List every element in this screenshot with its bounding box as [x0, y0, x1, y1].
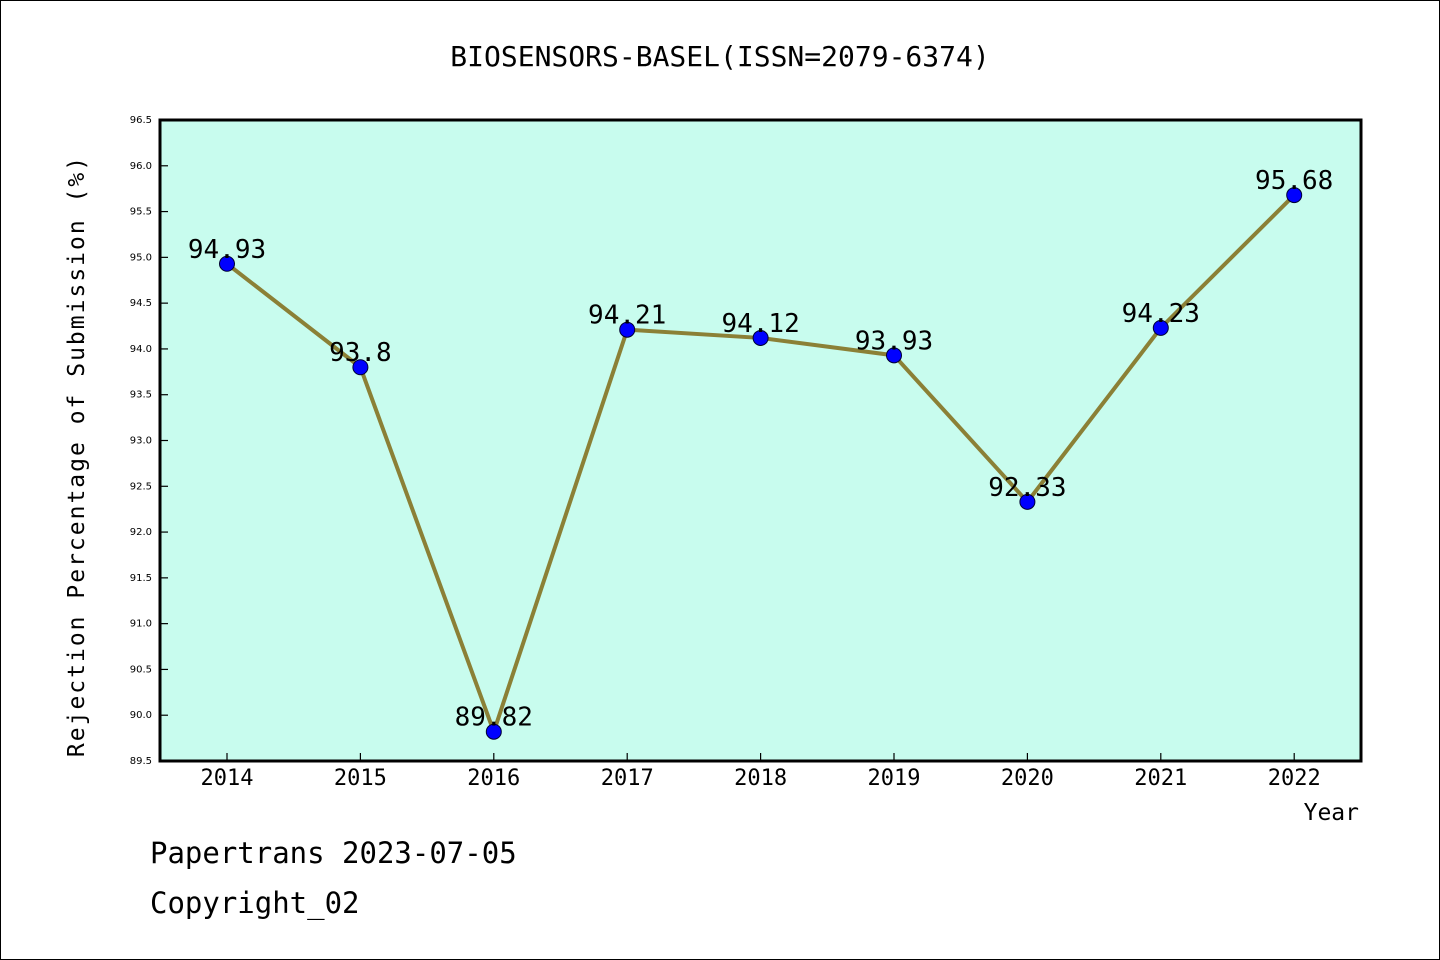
y-tick-label-4: 91.5 [130, 573, 152, 584]
x-tick-label-4: 2018 [734, 766, 787, 791]
series-group: 94.93 93.8 89.82 94.21 94.12 93.93 92.33 94.23 9… [188, 166, 1333, 740]
data-label-2018: 94.12 [721, 309, 799, 339]
x-tick-label-6: 2020 [1001, 766, 1054, 791]
y-axis-label: Rejection Percentage of Submission (%) [64, 155, 90, 757]
x-tick-label-3: 2017 [601, 766, 654, 791]
data-label-2016: 89.82 [455, 703, 533, 733]
data-label-2020: 92.33 [988, 473, 1066, 503]
data-point-2015 [352, 359, 369, 376]
data-point-2022 [1286, 187, 1303, 204]
y-tick-label-2: 90.5 [130, 664, 152, 675]
chart-title: BIOSENSORS-BASEL(ISSN=2079-6374) [450, 40, 989, 73]
y-tick-label-5: 92.0 [130, 527, 152, 538]
y-tick-label-3: 91.0 [130, 619, 152, 630]
data-point-2018 [752, 329, 769, 346]
x-axis-label: Year [1304, 800, 1359, 826]
x-tick-label-5: 2019 [868, 766, 921, 791]
footer-copyright: Copyright_02 [150, 886, 360, 920]
x-axis: 2014 2015 2016 2017 2018 2019 2020 2021 2022 [201, 753, 1321, 791]
y-tick-label-8: 93.5 [130, 390, 152, 401]
data-point-2017 [619, 321, 636, 338]
y-tick-label-9: 94.0 [130, 344, 152, 355]
x-tick-label-0: 2014 [201, 766, 254, 791]
data-point-2016 [485, 723, 502, 740]
x-tick-label-1: 2015 [334, 766, 387, 791]
footer-date: Papertrans 2023-07-05 [150, 836, 517, 870]
y-axis: 89.5 90.0 90.5 91.0 91.5 92.0 92.5 93.0 93.5 94.0… [130, 115, 168, 767]
y-tick-label-10: 94.5 [130, 298, 152, 309]
data-label-2022: 95.68 [1255, 166, 1333, 196]
data-label-2014: 94.93 [188, 235, 266, 265]
y-tick-label-1: 90.0 [130, 710, 152, 721]
y-tick-label-12: 95.5 [130, 207, 152, 218]
data-label-2019: 93.93 [855, 326, 933, 356]
data-point-2021 [1152, 319, 1169, 336]
x-tick-label-2: 2016 [467, 766, 520, 791]
data-point-2020 [1019, 493, 1036, 510]
data-point-2019 [886, 347, 902, 364]
y-tick-label-0: 89.5 [130, 756, 152, 767]
y-tick-label-7: 93.0 [130, 436, 152, 447]
y-tick-label-13: 96.0 [130, 161, 152, 172]
x-tick-label-7: 2021 [1134, 766, 1187, 791]
y-tick-label-6: 92.5 [130, 481, 152, 492]
data-point-2014 [219, 255, 235, 272]
y-tick-label-11: 95.0 [130, 252, 152, 263]
plot-area [158, 118, 1363, 763]
data-label-2015: 93.8 [329, 338, 392, 368]
y-tick-label-14: 96.5 [130, 115, 152, 126]
x-tick-label-8: 2022 [1268, 766, 1321, 791]
data-label-2017: 94.21 [588, 301, 666, 331]
data-label-2021: 94.23 [1122, 299, 1200, 329]
